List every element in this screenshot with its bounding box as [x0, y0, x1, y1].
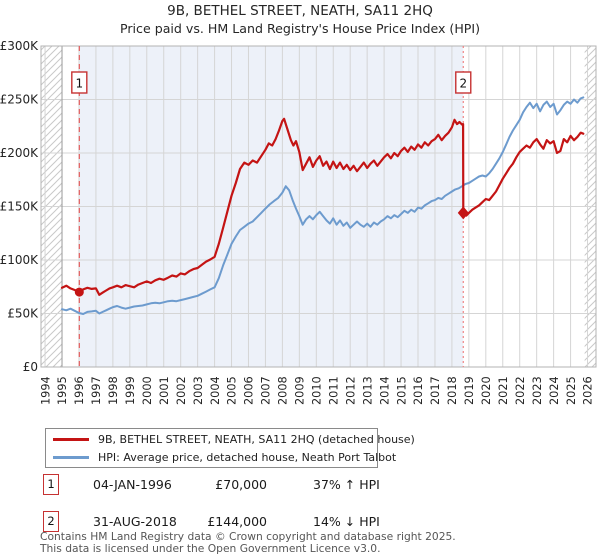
legend-item-hpi: HPI: Average price, detached house, Neat…	[53, 450, 396, 465]
transaction-row-2: 2 31-AUG-2018 £144,000 14% ↓ HPI	[43, 511, 583, 533]
sale-price: £70,000	[215, 477, 267, 492]
sale-price: £144,000	[207, 514, 267, 529]
svg-text:2019: 2019	[463, 376, 476, 405]
hpi-line-swatch	[53, 455, 89, 459]
legend-label: HPI: Average price, detached house, Neat…	[98, 450, 397, 464]
svg-text:£250K: £250K	[0, 93, 39, 107]
property-line-swatch	[53, 437, 89, 441]
svg-text:2024: 2024	[548, 376, 561, 405]
svg-text:2: 2	[459, 77, 467, 91]
svg-text:1998: 1998	[107, 376, 120, 405]
svg-text:2018: 2018	[446, 376, 459, 405]
svg-text:2016: 2016	[412, 376, 425, 405]
svg-text:2010: 2010	[310, 376, 323, 405]
svg-text:1995: 1995	[56, 376, 69, 405]
svg-text:2012: 2012	[344, 376, 357, 405]
transaction-row-1: 1 04-JAN-1996 £70,000 37% ↑ HPI	[43, 474, 583, 496]
price-chart: 1 2 £0 £50K £100K £150K £200K £250K £300K 1994 199…	[0, 39, 597, 405]
svg-text:£50K: £50K	[7, 307, 39, 321]
page-title: 9B, BETHEL STREET, NEATH, SA11 2HQ	[167, 3, 433, 19]
svg-text:2009: 2009	[294, 376, 307, 405]
sale-date: 31-AUG-2018	[93, 514, 177, 529]
svg-text:2026: 2026	[582, 376, 595, 405]
svg-text:1994: 1994	[39, 376, 52, 405]
svg-text:2021: 2021	[497, 376, 510, 405]
svg-text:2013: 2013	[361, 376, 374, 405]
legend-label: 9B, BETHEL STREET, NEATH, SA11 2HQ (deta…	[98, 432, 415, 446]
legend-item-property: 9B, BETHEL STREET, NEATH, SA11 2HQ (deta…	[53, 432, 415, 447]
license-footer: Contains HM Land Registry data © Crown c…	[40, 531, 456, 554]
svg-text:2023: 2023	[531, 376, 544, 405]
svg-text:2017: 2017	[429, 376, 442, 405]
svg-text:2006: 2006	[243, 376, 256, 405]
svg-text:1999: 1999	[124, 376, 137, 405]
sale-date: 04-JAN-1996	[93, 477, 172, 492]
sale-hpi-delta: 37% ↑ HPI	[313, 477, 380, 492]
svg-text:£100K: £100K	[0, 253, 39, 267]
svg-text:2020: 2020	[480, 376, 493, 405]
svg-text:2014: 2014	[378, 376, 391, 405]
svg-text:1: 1	[75, 77, 83, 91]
svg-text:2022: 2022	[514, 376, 527, 405]
svg-text:£300K: £300K	[0, 39, 39, 53]
svg-text:2005: 2005	[226, 376, 239, 405]
svg-text:2001: 2001	[158, 376, 171, 405]
svg-text:2015: 2015	[395, 376, 408, 405]
svg-text:£200K: £200K	[0, 146, 39, 160]
sale-hpi-delta: 14% ↓ HPI	[313, 514, 380, 529]
svg-text:£150K: £150K	[0, 200, 39, 214]
svg-text:2011: 2011	[327, 376, 340, 405]
svg-text:2003: 2003	[192, 376, 205, 405]
footer-line: This data is licensed under the Open Gov…	[40, 541, 381, 555]
svg-text:2025: 2025	[565, 376, 578, 405]
page-subtitle: Price paid vs. HM Land Registry's House …	[119, 21, 481, 36]
svg-text:2000: 2000	[141, 376, 154, 405]
sale-number-badge: 2	[43, 511, 59, 532]
svg-text:2004: 2004	[209, 376, 222, 405]
chart-legend: 9B, BETHEL STREET, NEATH, SA11 2HQ (deta…	[45, 428, 415, 468]
svg-text:1996: 1996	[73, 376, 86, 405]
svg-text:1997: 1997	[90, 376, 103, 405]
svg-text:£0: £0	[23, 360, 38, 374]
sale-number-badge: 1	[43, 474, 59, 495]
svg-text:2002: 2002	[175, 376, 188, 405]
svg-text:2008: 2008	[277, 376, 290, 405]
svg-text:2007: 2007	[260, 376, 273, 405]
footer-line: Contains HM Land Registry data © Crown c…	[40, 530, 456, 543]
